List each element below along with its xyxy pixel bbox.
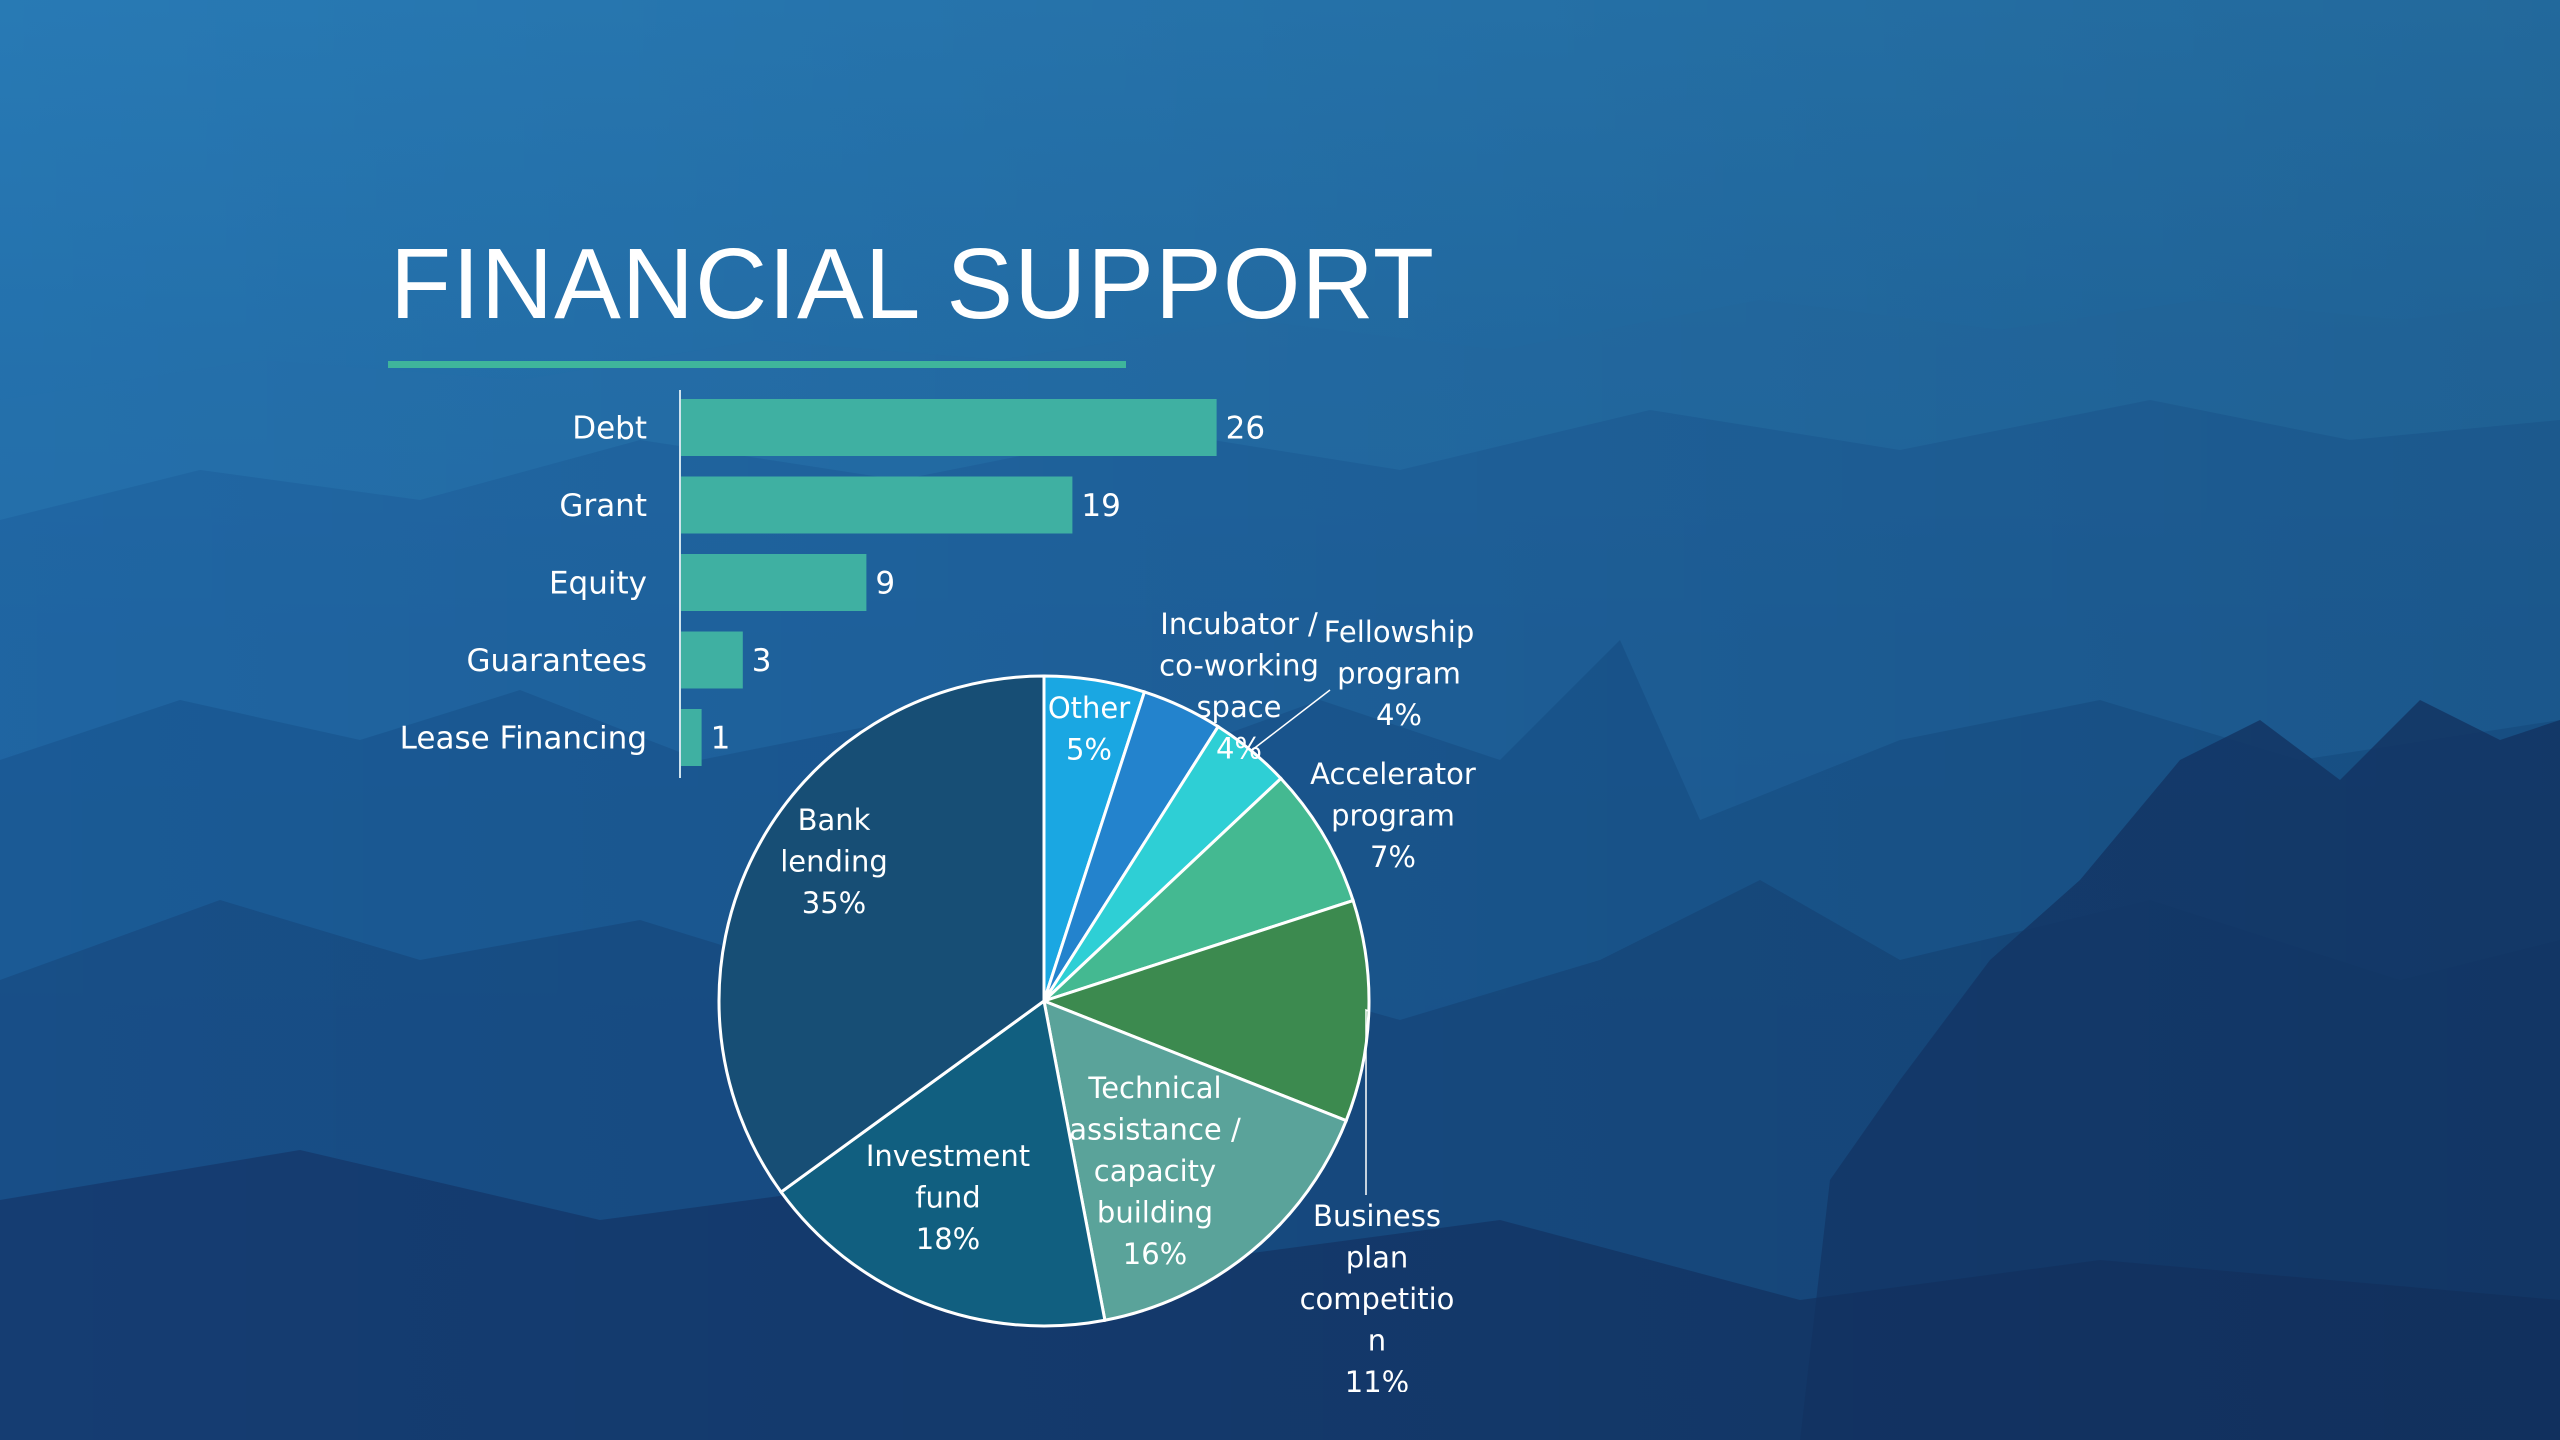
pie-label-technical: Technical assistance / capacity building 16% — [1069, 1071, 1241, 1271]
bar-value-label: 3 — [752, 643, 772, 679]
pie-slice-technical-assistance-capacity-building — [1042, 998, 1349, 1322]
pie-label-line: Technical — [1087, 1071, 1221, 1105]
pie-label-line: competitio — [1300, 1282, 1455, 1316]
pie-label-line: Accelerator — [1310, 757, 1476, 791]
pie-label-line: lending — [780, 845, 888, 879]
pie-label-accelerator: Accelerator program 7% — [1310, 757, 1476, 874]
leader-line-fellowship — [1250, 689, 1331, 752]
pie-label-business-plan: Business plan competitio n 11% — [1300, 1199, 1455, 1399]
pie-label-line: Other — [1048, 691, 1130, 725]
bar-category-label: Grant — [559, 488, 647, 524]
pie-label-line: plan — [1346, 1241, 1409, 1275]
bar-guarantees — [681, 631, 743, 689]
pie-label-bank: Bank lending 35% — [780, 803, 888, 920]
pie-label-line: 35% — [802, 886, 866, 920]
bar-category-label: Equity — [549, 566, 647, 602]
bar-equity — [681, 554, 867, 611]
bar-value-label: 19 — [1081, 488, 1120, 524]
pie-label-line: space — [1196, 690, 1281, 724]
bar-value-label: 1 — [711, 721, 731, 757]
pie-label-line: assistance / — [1069, 1113, 1241, 1147]
pie-label-line: Incubator / — [1160, 607, 1318, 641]
support-source-pie-chart: Other 5%Incubator / co-working space 4%Fello… — [717, 607, 1476, 1399]
pie-label-line: capacity — [1094, 1154, 1216, 1188]
bar-value-label: 26 — [1226, 411, 1265, 447]
bar-grant — [681, 476, 1073, 534]
pie-slice-bank-lending — [717, 674, 1046, 1195]
pie-label-line: fund — [915, 1181, 980, 1215]
pie-slice-accelerator-program — [1042, 776, 1355, 1003]
pie-label-line: 4% — [1376, 698, 1422, 732]
pie-label-line: 11% — [1345, 1365, 1409, 1399]
pie-label-line: 4% — [1216, 732, 1262, 766]
pie-label-line: Bank — [798, 803, 871, 837]
bar-debt — [681, 399, 1217, 456]
bar-category-label: Guarantees — [466, 643, 647, 679]
leader-line-business-plan — [1365, 1008, 1370, 1195]
pie-label-line: program — [1331, 799, 1455, 833]
pie-label-line: 5% — [1066, 733, 1112, 767]
pie-slice-investment-fund — [778, 998, 1107, 1328]
pie-label-fellowship: Fellowship program 4% — [1324, 615, 1474, 732]
pie-label-other: Other 5% — [1048, 691, 1130, 767]
bar-value-label: 9 — [875, 566, 895, 602]
pie-label-incubator: Incubator / co-working space 4% — [1159, 607, 1319, 766]
title-underline — [388, 361, 1126, 368]
pie-label-line: n — [1368, 1324, 1386, 1358]
pie-label-investment: Investment fund 18% — [866, 1139, 1030, 1256]
slide-title: FINANCIAL SUPPORT — [390, 228, 1435, 340]
pie-label-line: 7% — [1370, 840, 1416, 874]
pie-label-line: co-working — [1159, 649, 1319, 683]
pie-label-line: Investment — [866, 1139, 1030, 1173]
pie-label-line: Business — [1313, 1199, 1441, 1233]
pie-label-line: Fellowship — [1324, 615, 1474, 649]
pie-label-line: program — [1337, 657, 1461, 691]
pie-label-line: 16% — [1123, 1237, 1187, 1271]
pie-label-line: 18% — [916, 1222, 980, 1256]
bar-category-label: Lease Financing — [400, 721, 647, 757]
bar-category-label: Debt — [572, 411, 647, 447]
pie-label-line: building — [1097, 1196, 1213, 1230]
bar-lease-financing — [681, 709, 702, 766]
financing-type-bar-chart: Debt 26 Grant 19 Equity 9 Guarantees 3 Lease Fin… — [400, 390, 1265, 778]
